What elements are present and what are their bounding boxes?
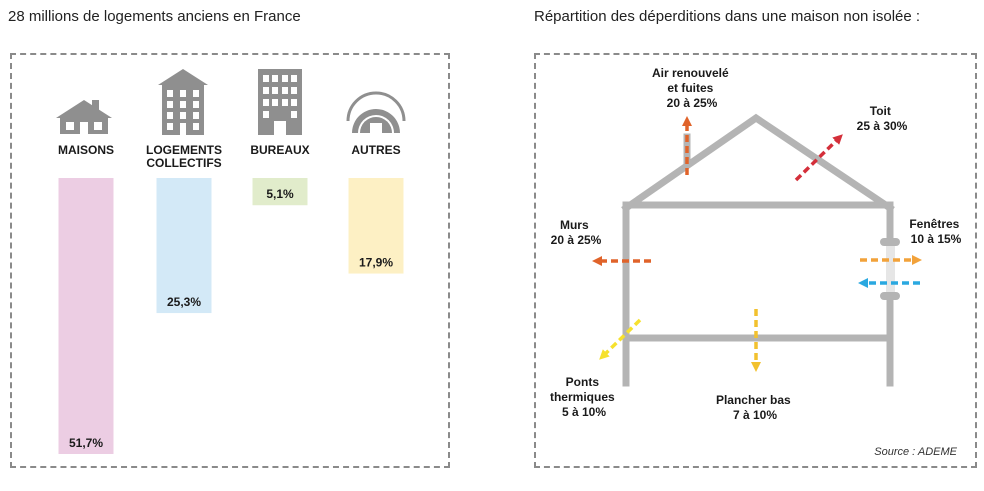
dome-shelter-icon [346, 91, 406, 133]
bar-value-label: 51,7% [69, 436, 103, 450]
bar [348, 178, 404, 274]
house-outline [621, 113, 895, 387]
bar [156, 178, 212, 314]
toit-label: Toit 25 à 30% [857, 104, 908, 133]
category-label: AUTRES [351, 143, 400, 157]
bar-value-label: 5,1% [266, 187, 294, 201]
air-renouvele-label: Air renouvelé et fuites 20 à 25% [652, 66, 732, 110]
office-building-icon [258, 69, 302, 135]
heat-loss-house-diagram: Air renouvelé et fuites 20 à 25% Toit 25… [550, 66, 962, 422]
bar [252, 178, 308, 206]
bar-value-label: 25,3% [167, 295, 201, 309]
plancher-bas-label: Plancher bas 7 à 10% [716, 393, 794, 422]
category-label: BUREAUX [250, 143, 309, 157]
left-chart-title: 28 millions de logements anciens en Fran… [8, 8, 301, 25]
category-label: MAISONS [58, 143, 114, 157]
ponts-thermiques-label: Ponts thermiques 5 à 10% [550, 375, 618, 419]
category-label: LOGEMENTS COLLECTIFS [146, 143, 222, 170]
apartment-building-icon [158, 69, 208, 135]
housing-bar-chart: MAISONS 51,7% LOGEMENTS COLLECTIFS 25,3% BURE… [56, 69, 406, 454]
bar [58, 178, 114, 454]
right-diagram-title: Répartition des déperditions dans une ma… [534, 8, 921, 25]
ponts-thermiques-arrow [599, 318, 642, 360]
house-icon [56, 100, 112, 134]
fenetres-label: Fenêtres 10 à 15% [909, 217, 962, 246]
source-note: Source : ADEME [874, 446, 957, 458]
housing-bar-chart-panel: MAISONS 51,7% LOGEMENTS COLLECTIFS 25,3% BURE… [10, 53, 450, 468]
bar-value-label: 17,9% [359, 256, 393, 270]
window [880, 238, 900, 300]
murs-label: Murs 20 à 25% [551, 218, 602, 247]
heat-loss-diagram-panel: Air renouvelé et fuites 20 à 25% Toit 25… [534, 53, 977, 468]
